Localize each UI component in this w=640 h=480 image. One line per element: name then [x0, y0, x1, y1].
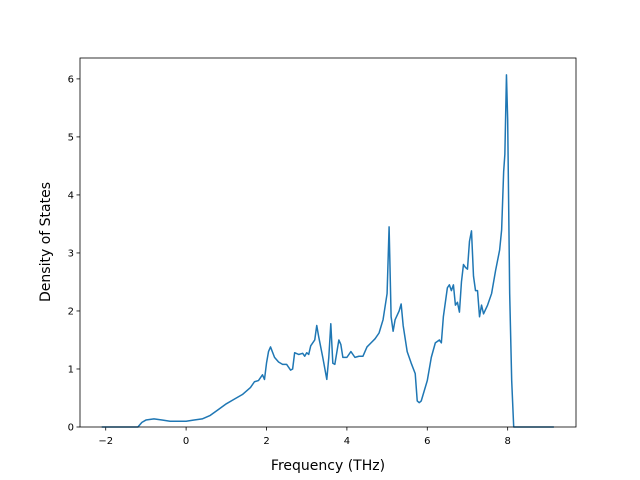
- x-tick-label: 4: [344, 436, 350, 447]
- y-tick-label: 5: [68, 132, 74, 143]
- y-tick-label: 6: [68, 74, 74, 85]
- x-tick-label: 6: [424, 436, 430, 447]
- x-axis-label: Frequency (THz): [271, 458, 385, 474]
- x-tick-label: 0: [183, 436, 189, 447]
- y-tick-label: 3: [68, 248, 74, 259]
- plot-frame: [79, 57, 577, 428]
- y-tick-label: 1: [68, 364, 74, 375]
- x-tick-label: 2: [263, 436, 269, 447]
- y-axis-label: Density of States: [38, 182, 54, 302]
- y-tick-label: 4: [68, 190, 74, 201]
- series-line: [101, 74, 554, 428]
- y-tick-label: 2: [68, 306, 74, 317]
- y-tick-label: 0: [68, 423, 74, 434]
- x-tick-label: −2: [98, 436, 113, 447]
- x-tick-label: 8: [504, 436, 510, 447]
